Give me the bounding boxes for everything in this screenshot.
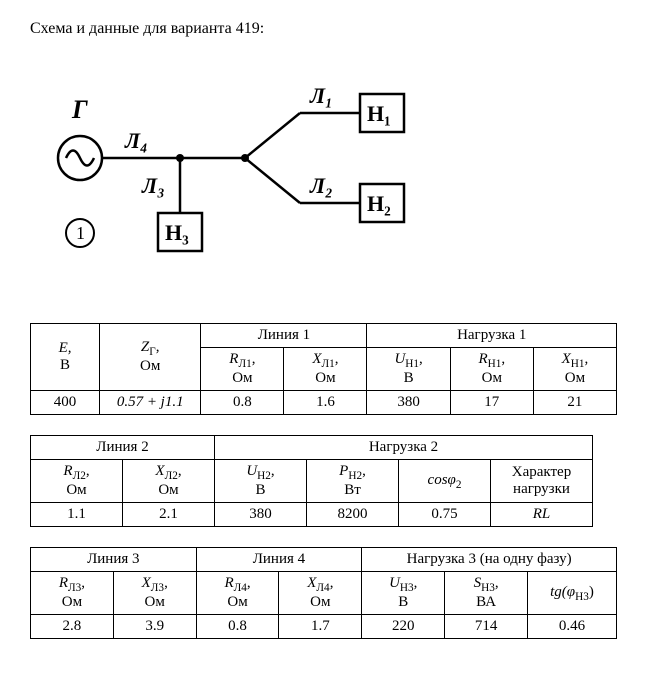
sine-icon [66,151,94,166]
label-l4: Л₄ [124,128,148,153]
table-1: E,В ZГ,Ом Линия 1 Нагрузка 1 RЛ1,Ом XЛ1,… [30,323,617,415]
label-h3: Н₃ [165,220,189,245]
line-l2-diag [245,158,300,203]
table-2: Линия 2 Нагрузка 2 RЛ2,Ом XЛ2,Ом UН2,В P… [30,435,593,527]
label-h2: Н₂ [367,191,391,216]
line-l1-diag [245,113,300,158]
label-l3: Л₃ [141,173,165,198]
table-3: Линия 3 Линия 4 Нагрузка 3 (на одну фазу… [30,547,617,639]
label-l2: Л₂ [309,173,333,198]
generator-label: Г [71,95,88,124]
schematic-diagram: Г Л₄ Л₃ Н₃ Л₁ Н₁ Л₂ Н₂ 1 [30,58,617,293]
circle-1-label: 1 [76,223,85,243]
label-h1: Н₁ [367,101,391,126]
page-title: Схема и данные для варианта 419: [30,20,617,38]
label-l1: Л₁ [309,83,333,108]
